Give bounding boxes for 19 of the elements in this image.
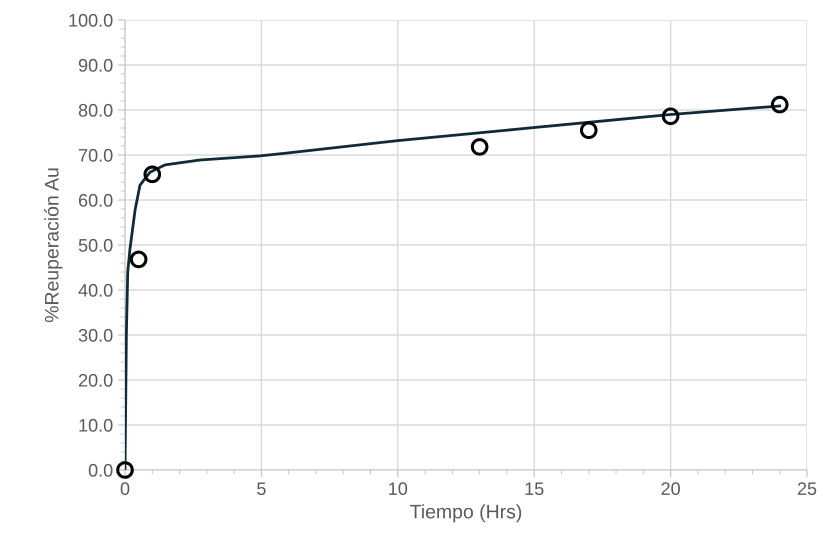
y-tick-label: 80.0 — [78, 104, 112, 117]
y-tick-label: 30.0 — [78, 328, 112, 342]
y-tick-label: 50.0 — [78, 238, 112, 252]
y-tick-label: 90.0 — [78, 58, 112, 72]
y-axis-title: %Reuperación Au — [44, 168, 62, 322]
x-tick-label: 5 — [257, 482, 266, 496]
y-tick-label: 100.0 — [69, 14, 112, 27]
y-tick-label: 40.0 — [78, 284, 112, 297]
x-axis-title: Tiempo (Hrs) — [410, 504, 522, 522]
x-tick-label: 0 — [120, 482, 130, 496]
y-tick-label: 70.0 — [78, 148, 112, 162]
x-tick-label: 25 — [798, 482, 816, 496]
y-tick-label: 20.0 — [78, 374, 112, 387]
y-tick-label: 60.0 — [78, 194, 112, 207]
x-tick-label: 15 — [526, 482, 544, 496]
x-tick-label: 10 — [389, 482, 408, 496]
y-tick-label: 0.0 — [88, 464, 112, 477]
y-tick-label: 10.0 — [79, 418, 112, 432]
x-tick-label: 20 — [661, 482, 680, 496]
